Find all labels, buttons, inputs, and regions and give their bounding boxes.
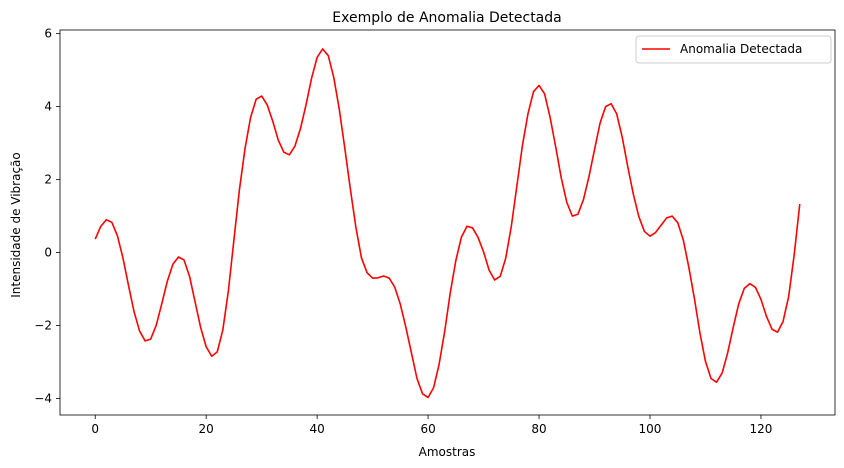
x-tick-label: 0 (91, 422, 99, 436)
legend-label: Anomalia Detectada (680, 42, 802, 56)
x-tick-label: 40 (309, 422, 324, 436)
y-tick-label: 0 (44, 246, 52, 260)
x-tick-label: 120 (749, 422, 772, 436)
chart-title: Exemplo de Anomalia Detectada (332, 10, 561, 26)
plot-area (59, 29, 836, 416)
y-tick-label: −4 (34, 392, 52, 406)
x-tick-label: 60 (420, 422, 435, 436)
y-tick-label: 4 (44, 100, 52, 114)
legend: Anomalia Detectada (635, 35, 832, 64)
x-tick-label: 100 (639, 422, 662, 436)
legend-box (635, 35, 832, 64)
x-axis-label: Amostras (419, 445, 476, 459)
x-tick-label: 80 (531, 422, 546, 436)
y-axis: −4 −2 0 2 4 6 (34, 27, 60, 406)
x-tick-label: 20 (199, 422, 214, 436)
series-line (94, 48, 801, 399)
y-tick-label: 2 (44, 173, 52, 187)
y-tick-label: 6 (44, 27, 52, 41)
y-axis-label: Intensidade de Vibração (9, 152, 23, 298)
y-tick-label: −2 (34, 319, 52, 333)
x-axis: 0 20 40 60 80 100 120 (91, 415, 772, 436)
plot-frame (59, 29, 836, 416)
